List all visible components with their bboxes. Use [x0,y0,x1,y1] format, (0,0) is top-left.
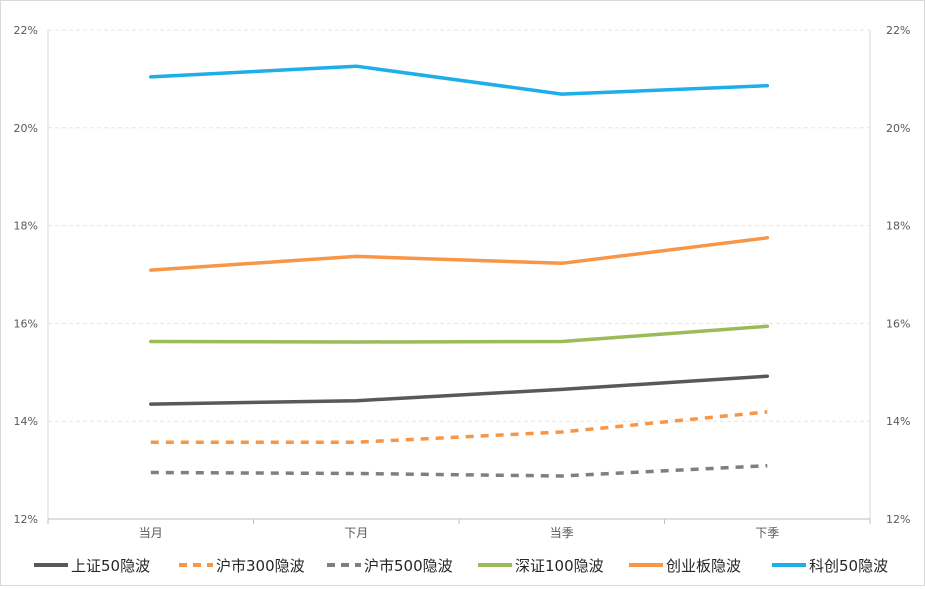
series-line-4 [149,324,770,344]
y-tick-label-left: 12% [14,513,38,526]
series-line-3 [150,463,768,478]
legend-label-2: 沪市300隐波 [216,557,305,575]
y-tick-label-left: 14% [14,415,38,428]
legend-label-6: 科创50隐波 [809,557,888,575]
series-lines [149,64,770,478]
x-tick-label: 当月 [139,526,163,540]
series-line-2 [150,410,768,444]
x-tick-label: 下月 [344,526,368,540]
y-tick-label-right: 18% [886,220,910,233]
legend-label-5: 创业板隐波 [666,557,741,575]
y-tick-label-left: 22% [14,24,38,37]
x-tick-label: 下季 [755,526,779,540]
legend-label-4: 深证100隐波 [515,557,604,575]
y-tick-label-right: 20% [886,122,910,135]
y-tick-label-left: 16% [14,317,38,330]
axes: 12% 12% 14% 14% 16% 16% 18% 18% 20% 20% 22% 22% 当月 下月… [14,24,911,540]
series-line-5 [149,236,770,272]
y-tick-label-right: 14% [886,415,910,428]
y-tick-label-left: 20% [14,122,38,135]
y-tick-label-right: 16% [886,317,910,330]
series-line-6 [149,64,770,96]
y-tick-label-left: 18% [14,220,38,233]
y-tick-label-right: 22% [886,24,910,37]
legend-label-3: 沪市500隐波 [364,557,453,575]
gridlines [48,29,870,422]
y-tick-label-right: 12% [886,513,910,526]
legend: 上证50隐波 沪市300隐波 沪市500隐波 深证100隐波 创业板隐波 科创50隐波 [34,557,888,575]
legend-label-1: 上证50隐波 [71,557,150,575]
series-line-1 [149,374,770,406]
x-tick-label: 当季 [550,526,574,540]
